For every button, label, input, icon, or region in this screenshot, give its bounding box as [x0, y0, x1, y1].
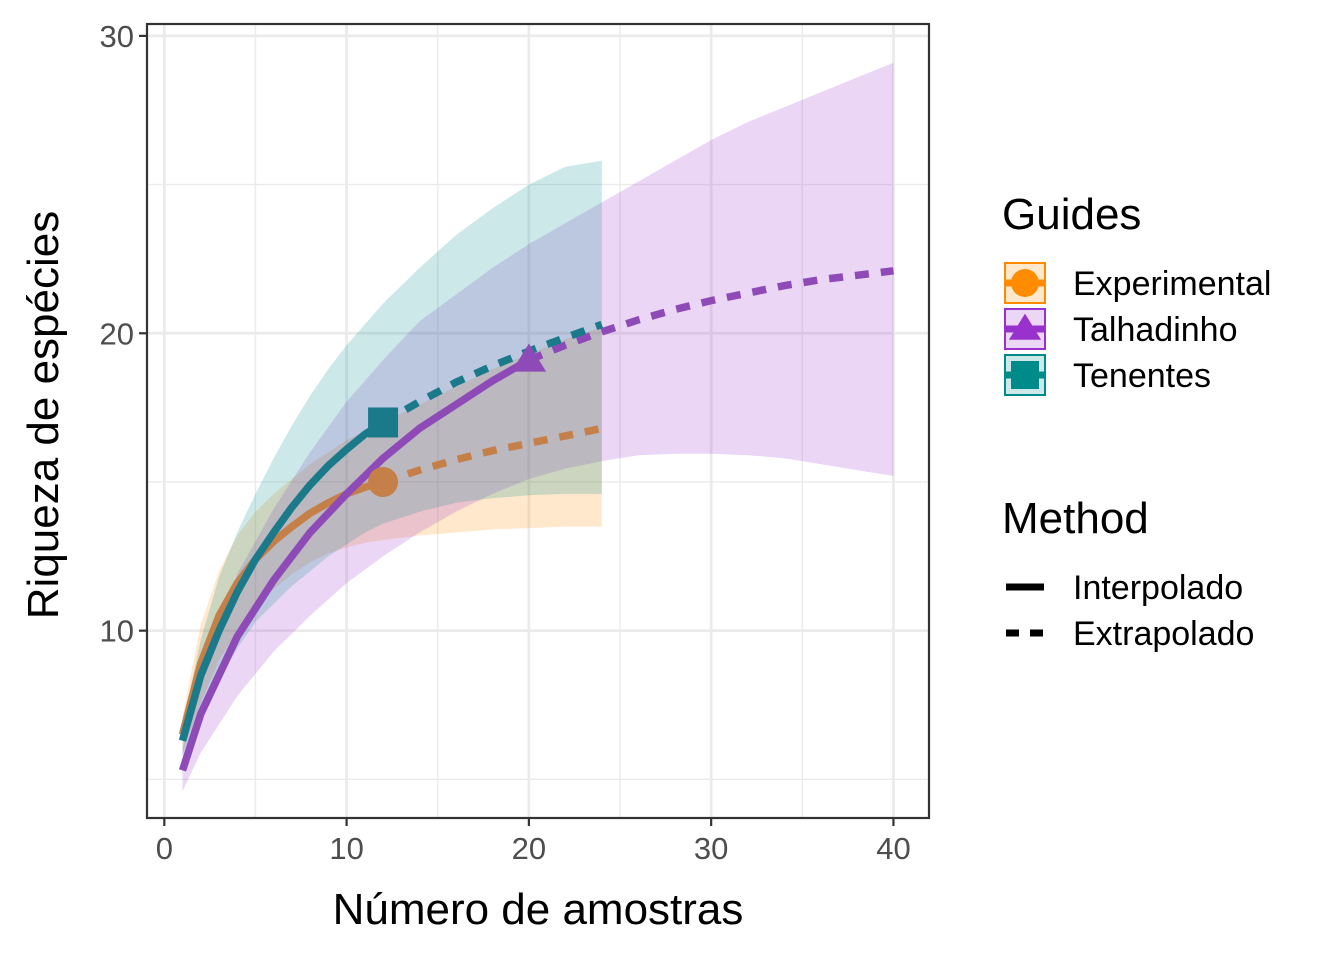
minor-gridlines — [147, 24, 929, 818]
x-tick-label: 30 — [694, 831, 728, 866]
y-tick-label: 30 — [100, 19, 134, 54]
y-axis-title: Riqueza de espécies — [19, 211, 68, 619]
line-extrapolated-talhadinho — [527, 267, 894, 364]
line-interpolated-tenentes — [178, 419, 386, 742]
x-tick-label: 20 — [512, 831, 546, 866]
legend-label-interpolado: Interpolado — [1073, 569, 1243, 607]
observed-point-tenentes — [368, 407, 399, 438]
x-tick-label: 0 — [156, 831, 173, 866]
observed-point-experimental — [368, 466, 399, 497]
x-tick-label: 10 — [329, 831, 363, 866]
line-interpolated-talhadinho — [178, 356, 531, 772]
line-extrapolated-experimental — [381, 424, 603, 486]
ribbon-tenentes — [182, 160, 602, 756]
ribbon-experimental — [182, 327, 602, 753]
x-axis: 0 10 20 30 40 — [156, 818, 911, 866]
legend-method: Method Interpolado Extrapolado — [1002, 494, 1254, 653]
legend-label-extrapolado: Extrapolado — [1073, 615, 1254, 653]
legend-label-experimental: Experimental — [1073, 265, 1271, 303]
legend-method-title: Method — [1002, 494, 1149, 543]
legend-guides: Guides Experimental Talhadinho Tenentes — [1002, 190, 1271, 396]
legend-key-marker-tenentes — [1011, 361, 1039, 389]
ribbon-talhadinho — [182, 62, 894, 792]
observed-point-talhadinho — [511, 343, 547, 372]
plot-panel — [147, 24, 929, 818]
major-gridlines — [147, 24, 929, 818]
y-tick-label: 20 — [100, 316, 134, 351]
series-lines — [178, 267, 894, 772]
plot-border — [145, 22, 931, 820]
legend-label-talhadinho: Talhadinho — [1073, 311, 1237, 349]
legend-label-tenentes: Tenentes — [1073, 357, 1211, 395]
observed-points — [368, 343, 547, 497]
y-tick-label: 10 — [100, 614, 134, 649]
y-axis: 10 20 30 — [100, 19, 147, 649]
x-axis-title: Número de amostras — [333, 885, 744, 934]
legend-key-marker-talhadinho — [1008, 313, 1042, 340]
confidence-ribbons — [182, 62, 894, 792]
x-tick-label: 40 — [876, 831, 910, 866]
legend-key-marker-experimental — [1011, 269, 1039, 297]
legend-guides-title: Guides — [1002, 190, 1141, 239]
